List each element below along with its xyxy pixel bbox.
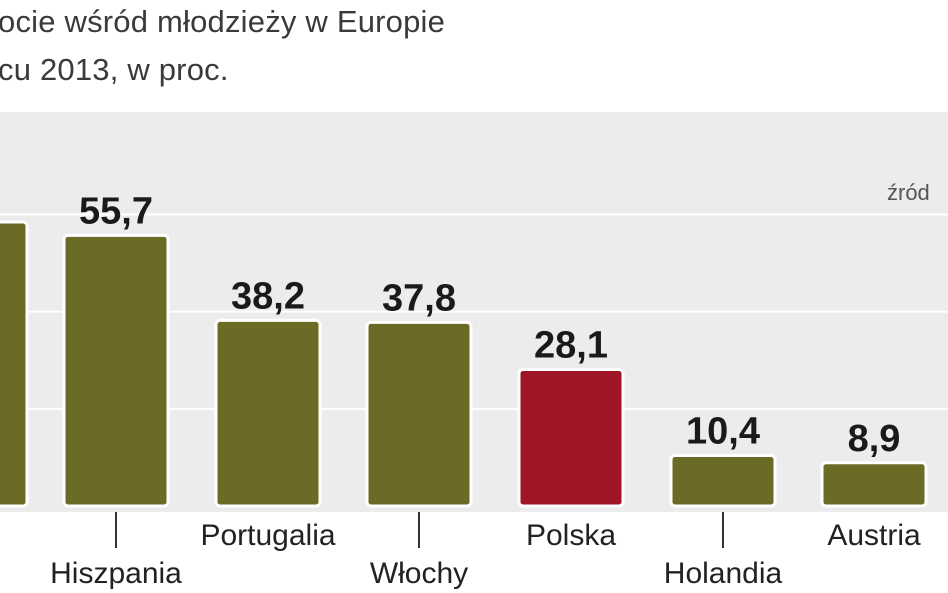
- value-label-1: 55,7: [79, 190, 153, 232]
- category-labels: aHiszpaniaPortugaliaWłochyPolskaHolandia…: [50, 519, 921, 590]
- value-label-3: 37,8: [382, 277, 456, 319]
- bar-0: [0, 220, 29, 508]
- value-label-5: 10,4: [686, 410, 760, 452]
- bar-4: [517, 367, 625, 508]
- category-label-2: Portugalia: [200, 519, 335, 552]
- category-label-6: Austria: [827, 519, 921, 552]
- bar-5: [669, 453, 777, 508]
- category-label-5: Holandia: [664, 557, 783, 590]
- bar-2: [214, 318, 322, 508]
- bar-6: [820, 461, 928, 508]
- category-label-1: Hiszpania: [50, 557, 182, 590]
- value-label-6: 8,9: [848, 418, 901, 460]
- source-label: źród: [887, 180, 930, 205]
- chart-title-line-1: ocie wśród młodzieży w Europie: [0, 4, 446, 39]
- bar-1: [62, 233, 170, 508]
- value-label-4: 28,1: [534, 324, 608, 366]
- bar-3: [365, 320, 473, 508]
- chart-title-line-2: cu 2013, w proc.: [0, 52, 229, 87]
- category-label-4: Polska: [526, 519, 616, 552]
- title-block: ocie wśród młodzieży w Europie cu 2013, …: [0, 0, 948, 112]
- category-ticks: [115, 512, 724, 548]
- value-label-2: 38,2: [231, 275, 305, 317]
- category-label-3: Włochy: [370, 557, 468, 590]
- value-labels: 55,7 38,2 37,8 28,1 10,4 8,9: [79, 190, 900, 459]
- bars: [0, 220, 928, 508]
